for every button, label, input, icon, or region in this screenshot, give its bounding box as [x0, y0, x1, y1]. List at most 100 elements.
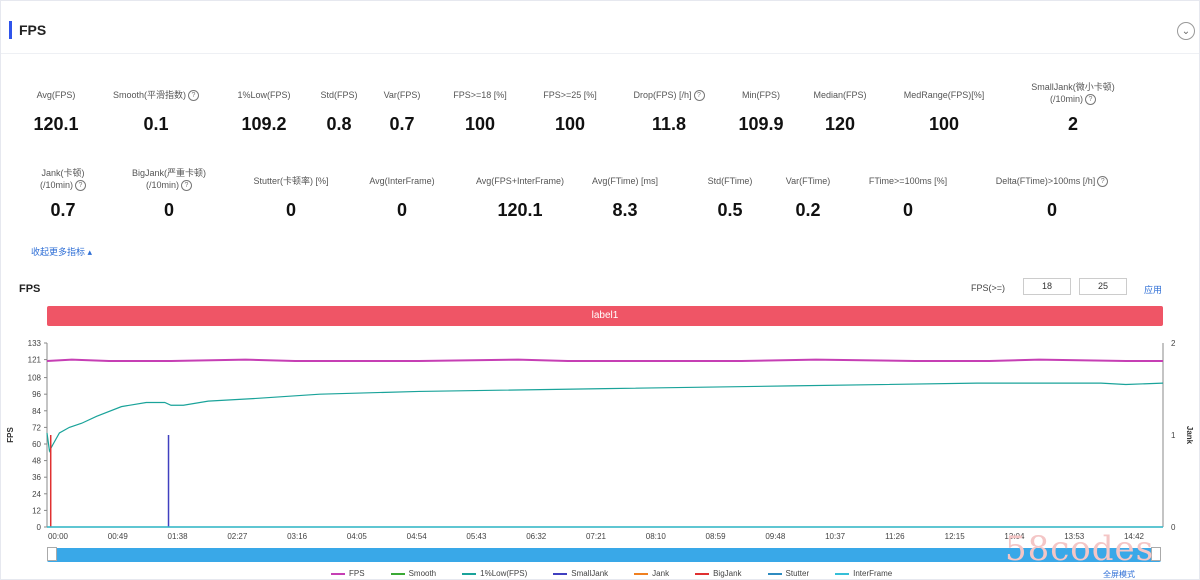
x-tick-label: 05:43 [466, 532, 487, 541]
collapse-metrics-link[interactable]: 收起更多指标 ▴ [31, 247, 93, 257]
legend-label: Stutter [785, 569, 810, 578]
legend-item[interactable]: Stutter [767, 569, 810, 578]
label-bar[interactable]: label1 [47, 306, 1163, 326]
chart-title: FPS [19, 283, 41, 295]
metric-value: 120.1 [497, 200, 543, 220]
y-tick-label: 12 [32, 506, 41, 515]
metric-label: Avg(FPS) [36, 90, 76, 100]
help-icon[interactable]: ? [1097, 176, 1109, 188]
metric-label: Var(FPS) [383, 90, 421, 100]
y-tick-label: 60 [32, 440, 41, 449]
metric-label: 1%Low(FPS) [237, 90, 291, 100]
threshold-input-1[interactable]: 18 [1023, 278, 1071, 295]
legend-swatch [695, 572, 710, 575]
legend-swatch [634, 572, 649, 575]
metric-value: 109.9 [738, 114, 784, 134]
legend-item[interactable]: Jank [634, 569, 669, 578]
legend-swatch [767, 572, 782, 575]
x-tick-label: 01:38 [168, 532, 189, 541]
y-right-tick-label: 2 [1171, 339, 1176, 348]
metric-value: 100 [554, 114, 586, 134]
y-tick-label: 72 [32, 423, 41, 432]
y-axis-label: FPS [6, 427, 15, 443]
x-tick-label: 08:59 [706, 532, 727, 541]
chevron-down-icon[interactable]: ⌄ [1177, 22, 1195, 40]
legend-swatch [462, 572, 477, 575]
x-tick-label: 04:05 [347, 532, 368, 541]
range-handle-left[interactable] [47, 547, 57, 561]
x-tick-label: 03:16 [287, 532, 308, 541]
metric-value: 8.3 [612, 200, 638, 220]
legend-item[interactable]: InterFrame [835, 569, 892, 578]
metric-label: Smooth(平滑指数)? [86, 89, 226, 102]
legend-label: SmallJank [571, 569, 609, 578]
apply-button[interactable]: 应用 [1144, 285, 1163, 295]
legend-item[interactable]: Smooth [390, 569, 437, 578]
series-1-low-fps--line [46, 382, 1164, 453]
metric-label: Std(FPS) [320, 90, 358, 100]
metric-label: FPS>=18 [%] [453, 90, 507, 100]
legend-swatch [331, 572, 345, 575]
y-tick-label: 36 [32, 473, 41, 482]
metric-label: Var(FTime) [785, 176, 831, 186]
x-tick-label: 12:15 [945, 532, 966, 541]
y-tick-label: 48 [32, 457, 41, 466]
x-tick-label: 00:49 [108, 532, 129, 541]
x-tick-label: 09:48 [765, 532, 786, 541]
threshold-input-2[interactable]: 25 [1079, 278, 1127, 295]
metric-value: 0.7 [50, 200, 76, 220]
range-handle-right[interactable] [1151, 547, 1161, 561]
metric-label: BigJank(严重卡顿) (/10min)? [131, 168, 206, 192]
legend-item[interactable]: 1%Low(FPS) [462, 569, 527, 578]
legend-item[interactable]: FPS [331, 569, 365, 578]
metric-value: 120 [824, 114, 856, 134]
legend-label: FPS [349, 569, 365, 578]
metric-value: 2 [1067, 114, 1078, 134]
metric-value: 109.2 [241, 114, 287, 134]
metric-label: SmallJank(微小卡顿) (/10min)? [1031, 82, 1115, 106]
help-icon[interactable]: ? [75, 180, 86, 192]
legend-swatch [835, 572, 850, 575]
metric-label: Jank(卡顿) (/10min)? [39, 168, 86, 192]
legend-label: 1%Low(FPS) [480, 569, 528, 578]
y-tick-label: 121 [28, 356, 42, 365]
metric-value: 0.8 [326, 114, 352, 134]
x-tick-label: 00:00 [48, 532, 69, 541]
legend-item[interactable]: SmallJank [553, 569, 608, 578]
metric-value: 100 [928, 114, 960, 134]
metric-value: 0 [396, 200, 407, 220]
legend-swatch [390, 572, 405, 575]
chart-legend: FPS Smooth 1%Low(FPS) SmallJank Jank BigJank S… [331, 569, 918, 578]
panel-title: FPS [19, 22, 47, 38]
y-tick-label: 0 [37, 523, 42, 532]
x-tick-label: 10:37 [825, 532, 846, 541]
legend-label: Smooth [408, 569, 437, 578]
time-range-scrollbar[interactable] [47, 547, 1161, 562]
metric-label: FPS>=25 [%] [543, 90, 597, 100]
y-right-tick-label: 0 [1171, 523, 1176, 532]
metric-label: Avg(FTime) [ms] [591, 176, 658, 186]
metric-label: MedRange(FPS)[%] [903, 90, 985, 100]
x-tick-label: 07:21 [586, 532, 607, 541]
help-icon[interactable]: ? [693, 90, 705, 102]
metric-value: 0.2 [795, 200, 821, 220]
threshold-label: FPS(>=) [971, 283, 1006, 293]
metric-label: Delta(FTime)>100ms [/h]? [982, 175, 1122, 188]
legend-label: BigJank [713, 569, 742, 578]
metric-value: 120.1 [33, 114, 79, 134]
legend-label: Jank [652, 569, 670, 578]
fullscreen-button[interactable]: 全屏模式 [1103, 570, 1135, 579]
metric-value: 11.8 [651, 114, 687, 134]
legend-label: InterFrame [853, 569, 893, 578]
x-tick-label: 13:53 [1064, 532, 1085, 541]
metric-value: 0 [285, 200, 296, 220]
metric-label: Median(FPS) [813, 90, 867, 100]
help-icon[interactable]: ? [188, 90, 199, 102]
help-icon[interactable]: ? [181, 180, 192, 192]
metric-value: 0 [902, 200, 913, 220]
y-axis-right-label: Jank [1185, 426, 1194, 445]
header-divider [1, 53, 1199, 54]
legend-item[interactable]: BigJank [695, 569, 742, 578]
help-icon[interactable]: ? [1085, 94, 1096, 106]
